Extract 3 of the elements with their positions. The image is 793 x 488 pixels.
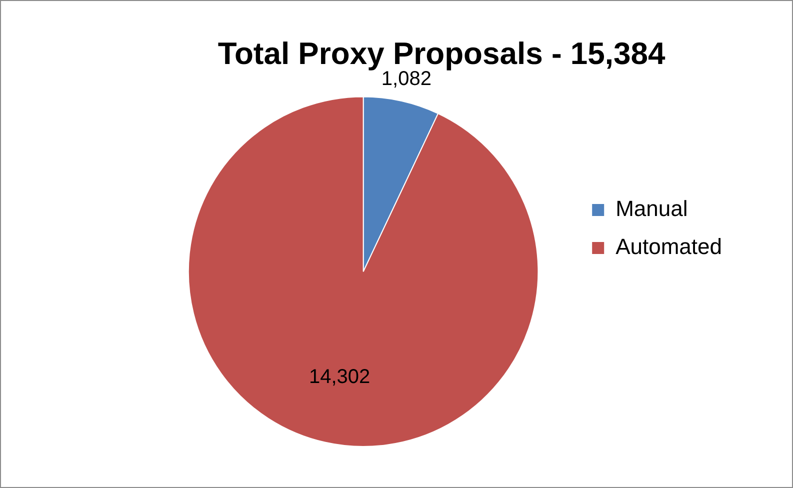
data-label: 14,302 xyxy=(308,366,370,388)
legend-label: Automated xyxy=(616,234,722,260)
legend-label: Manual xyxy=(616,196,688,222)
